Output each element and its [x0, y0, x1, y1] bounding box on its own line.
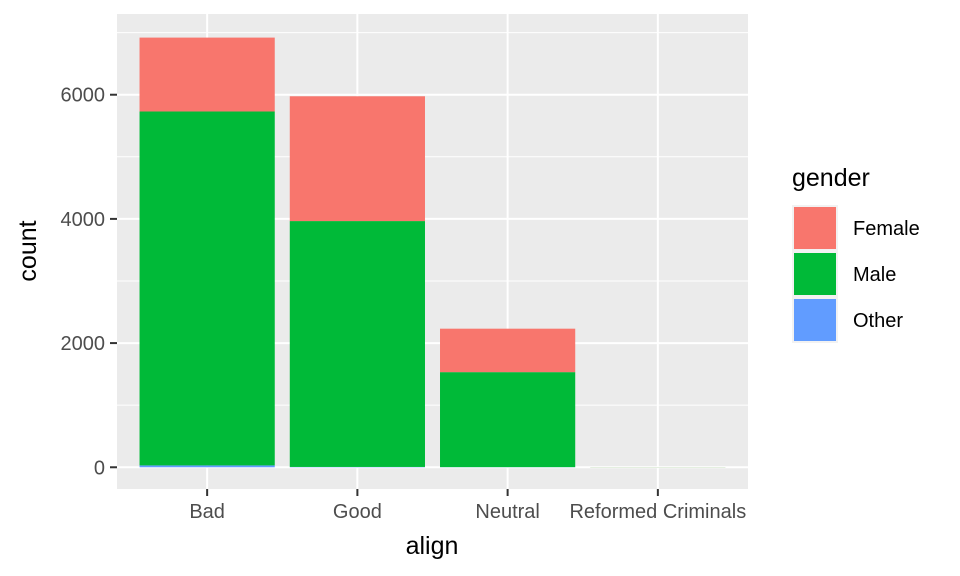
bar-neutral-female [440, 328, 576, 373]
bar-bad-female [139, 37, 275, 112]
bar-good-male [289, 221, 425, 467]
x-tick-label: Neutral [475, 501, 539, 523]
bar-neutral-male [440, 372, 576, 468]
y-axis-title: count [14, 220, 42, 281]
legend-title: gender [792, 164, 870, 192]
legend: gender Female Male Other [792, 164, 920, 343]
x-axis: Bad Good Neutral Reformed Criminals [189, 489, 746, 523]
x-axis-title: align [406, 532, 459, 560]
y-tick-label: 6000 [61, 85, 106, 107]
x-tick-label: Bad [189, 501, 225, 523]
y-tick-label: 4000 [61, 209, 106, 231]
legend-label-male: Male [853, 264, 896, 286]
x-tick-label: Reformed Criminals [569, 501, 746, 523]
bar-good-female [289, 96, 425, 222]
x-tick-label: Good [333, 501, 382, 523]
legend-swatch-female [794, 207, 836, 249]
bar-bad-male [139, 111, 275, 466]
bars [139, 37, 726, 468]
bar-bad-other [139, 465, 275, 468]
y-axis: 0 2000 4000 6000 [61, 85, 117, 479]
legend-label-female: Female [853, 218, 920, 240]
legend-label-other: Other [853, 310, 903, 332]
y-tick-label: 0 [94, 457, 105, 479]
y-tick-label: 2000 [61, 333, 106, 355]
legend-swatch-other [794, 299, 836, 341]
legend-swatch-male [794, 253, 836, 295]
